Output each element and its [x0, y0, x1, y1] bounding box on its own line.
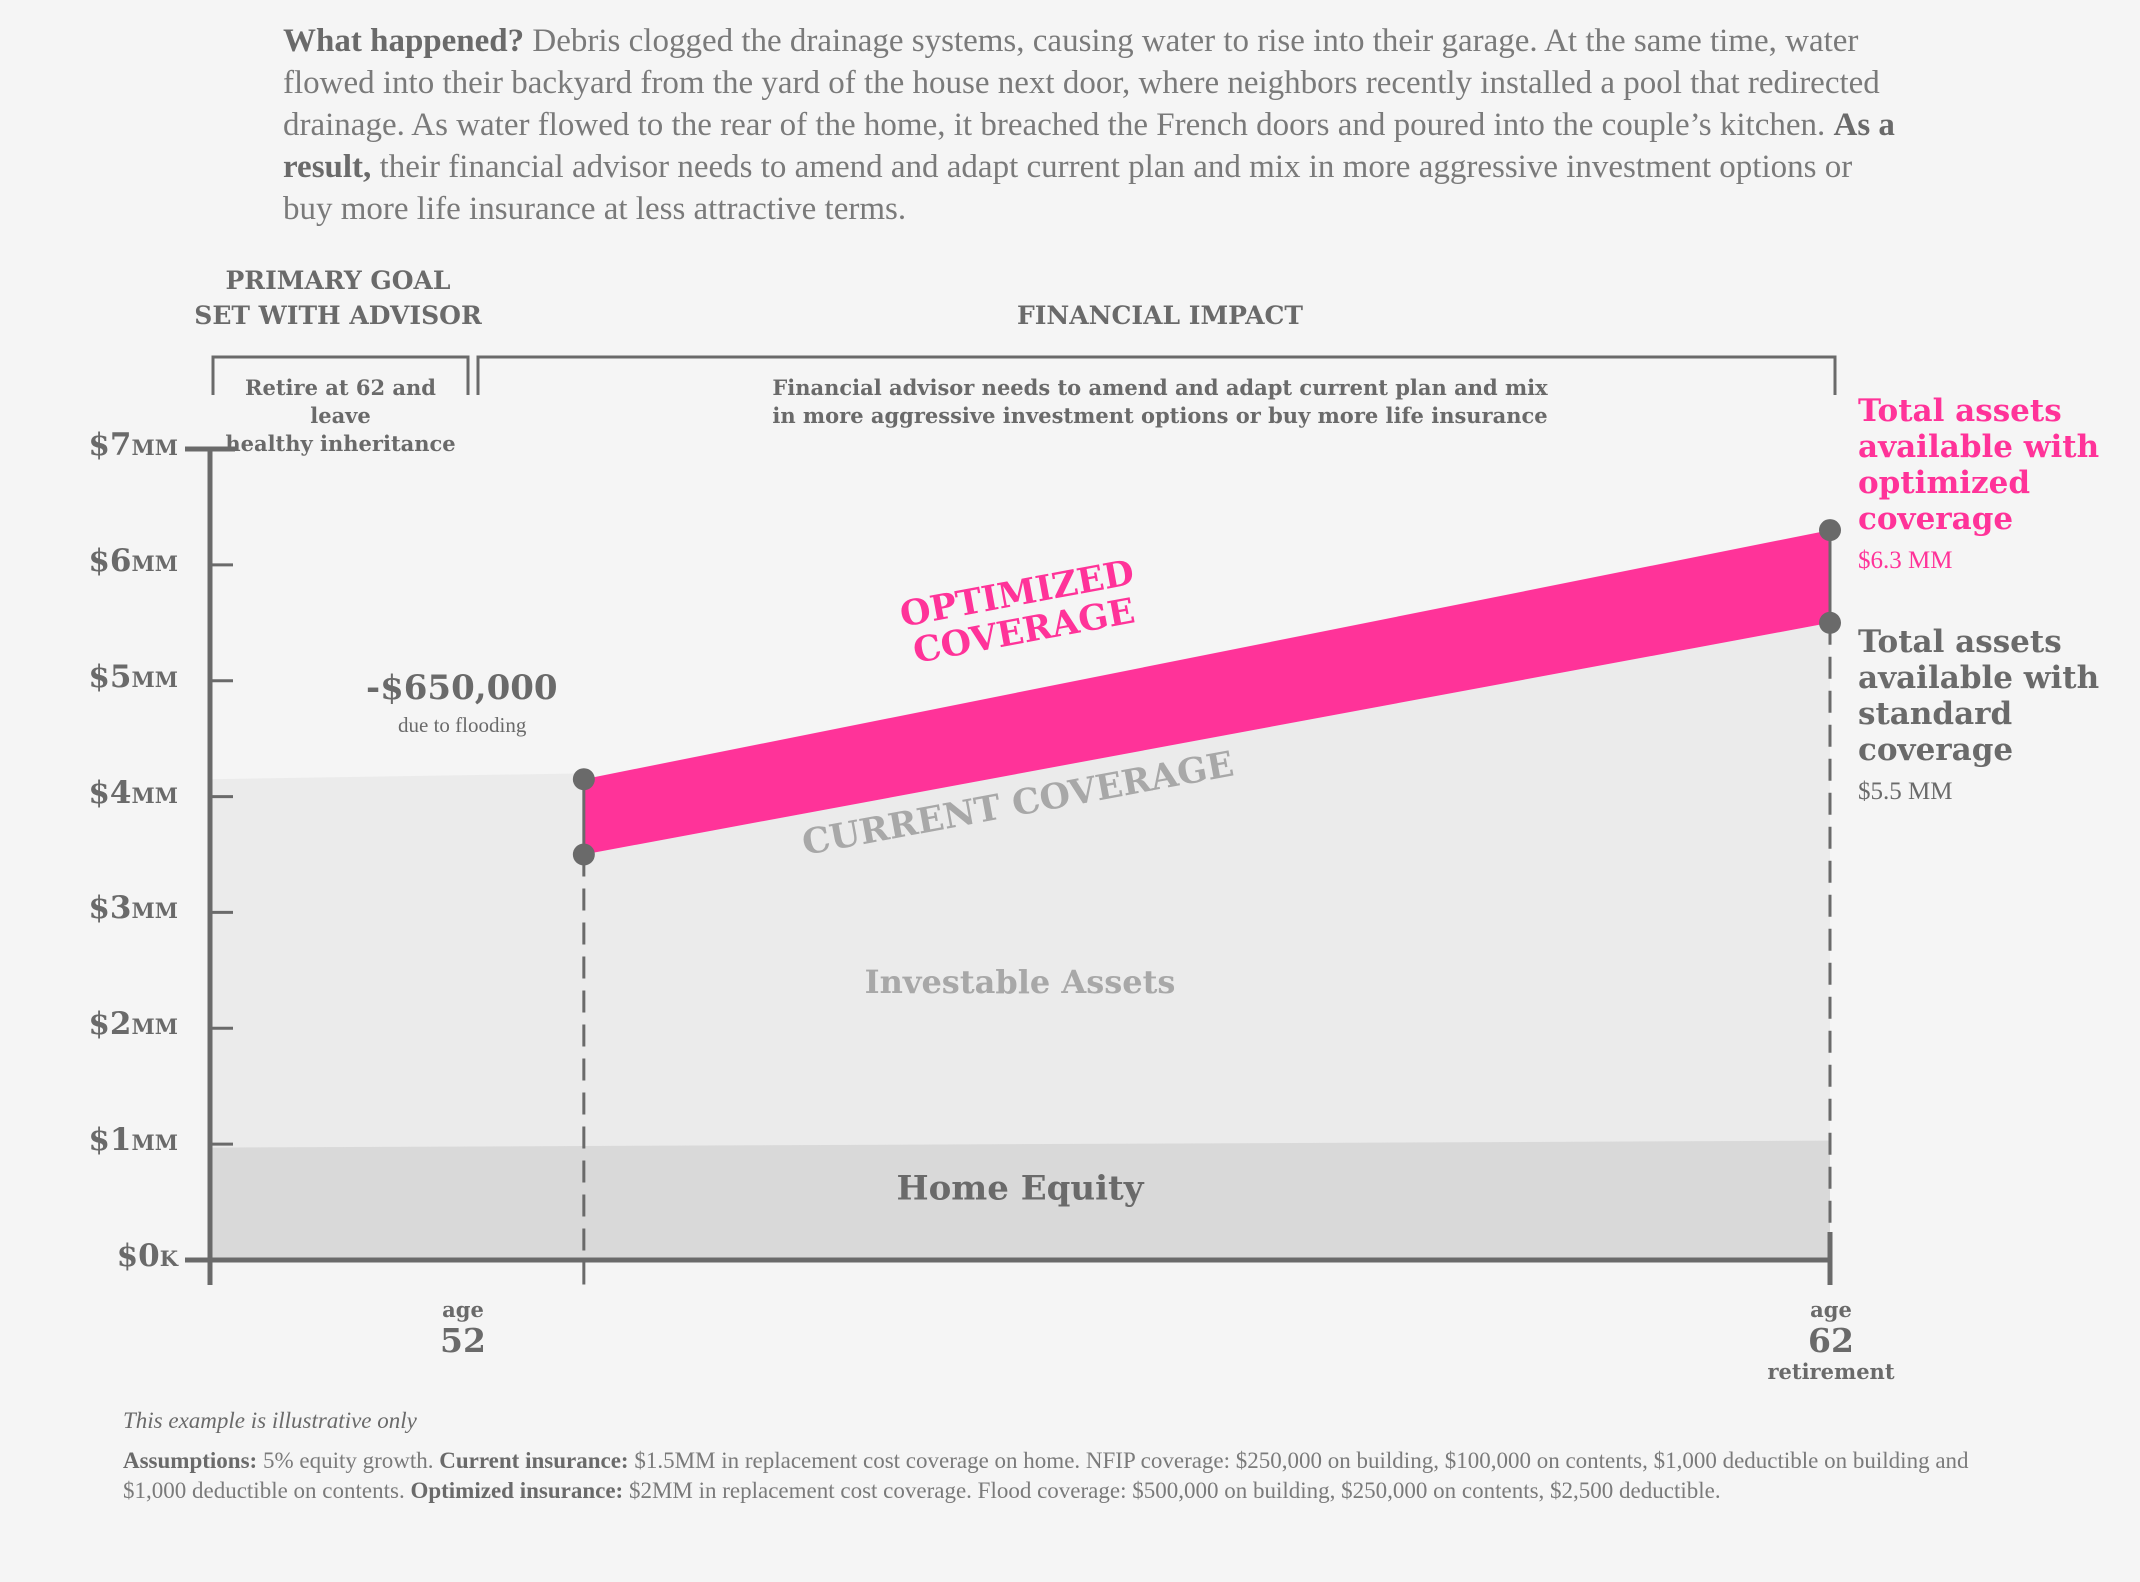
y-tick-number: $4 [88, 774, 132, 811]
y-tick-label: $6MM [48, 543, 178, 579]
investable-assets-area [210, 622, 1830, 1260]
impact-sub-line1: Financial advisor needs to amend and ada… [772, 375, 1548, 400]
y-tick-unit: MM [131, 1130, 179, 1156]
intro-paragraph: What happened? Debris clogged the draina… [283, 20, 1903, 230]
assumptions: Assumptions: 5% equity growth. Current i… [123, 1446, 2023, 1506]
home-equity-area [210, 1140, 1830, 1260]
y-tick-label: $7MM [48, 427, 178, 463]
age-label-52: age 52 [393, 1298, 533, 1360]
y-tick-label: $2MM [48, 1006, 178, 1042]
goal-bracket [211, 355, 470, 395]
intro-lead: What happened? [283, 23, 525, 59]
y-tick-number: $3 [88, 890, 132, 927]
impact-subheader: Financial advisor needs to amend and ada… [700, 374, 1620, 430]
intro-text-2: their financial advisor needs to amend a… [283, 149, 1853, 227]
flood-loss-value: -$650,000 [366, 668, 558, 708]
assumptions-text: 5% equity growth. [257, 1448, 440, 1473]
y-tick-label: $3MM [48, 890, 178, 926]
optimized-insurance-text: $2MM in replacement cost coverage. Flood… [623, 1478, 1721, 1503]
standard-end-point [1819, 611, 1841, 634]
goal-subheader: Retire at 62 and leave healthy inheritan… [213, 374, 468, 458]
y-tick-number: $2 [88, 1006, 132, 1043]
age-word-62: age [1810, 1297, 1852, 1322]
y-tick-number: $5 [88, 658, 132, 695]
goal-header: PRIMARY GOAL SET WITH ADVISOR [178, 263, 498, 333]
goal-header-line2: SET WITH ADVISOR [194, 301, 482, 330]
age-retirement-label: retirement [1767, 1359, 1895, 1384]
age-number-62: 62 [1808, 1321, 1854, 1360]
y-tick-label: $1MM [48, 1122, 178, 1158]
optimized-total-callout: Total assets available with optimized co… [1858, 393, 2128, 579]
assumptions-lead: Assumptions: [123, 1448, 258, 1473]
illustrative-note: This example is illustrative only [123, 1408, 417, 1433]
pre-flood-point [572, 768, 595, 791]
impact-bracket [476, 355, 1837, 395]
y-tick-label: $0K [48, 1238, 178, 1274]
y-tick-unit: MM [131, 898, 179, 924]
optimized-coverage-band [583, 530, 1830, 855]
goal-header-line1: PRIMARY GOAL [225, 266, 451, 295]
intro-text-1: Debris clogged the drainage systems, cau… [283, 23, 1880, 143]
investable-assets-label: Investable Assets [865, 963, 1176, 1001]
y-tick-label: $4MM [48, 775, 178, 811]
y-tick-number: $7 [88, 427, 132, 463]
y-tick-number: $1 [88, 1122, 132, 1159]
intro-result-lead: As a result, [283, 107, 1895, 185]
y-tick-label: $5MM [48, 659, 178, 695]
flood-loss-note: due to flooding [398, 713, 527, 737]
goal-sub-line1: Retire at 62 and leave [245, 375, 436, 428]
y-tick-number: $6 [88, 542, 132, 579]
goal-sub-line2: healthy inheritance [225, 431, 456, 456]
post-flood-point [572, 843, 595, 866]
age-word-52: age [442, 1297, 484, 1322]
y-tick-unit: MM [131, 550, 179, 576]
optimized-total-label: Total assets available with optimized co… [1858, 393, 2100, 537]
current-insurance-lead: Current insurance: [439, 1448, 629, 1473]
standard-total-value: $5.5 MM [1858, 778, 1953, 805]
y-tick-unit: MM [131, 782, 179, 808]
y-tick-unit: MM [131, 1014, 179, 1040]
age-label-62: age 62 retirement [1761, 1298, 1901, 1384]
current-insurance-text: $1.5MM in replacement cost coverage on h… [123, 1448, 1969, 1503]
impact-header: FINANCIAL IMPACT [1016, 301, 1304, 330]
home-equity-label: Home Equity [896, 1169, 1144, 1209]
standard-total-label: Total assets available with standard cov… [1858, 624, 2100, 768]
y-tick-unit: K [159, 1246, 178, 1271]
impact-sub-line2: in more aggressive investment options or… [772, 403, 1548, 428]
y-tick-unit: MM [131, 666, 179, 692]
optimized-end-point [1819, 519, 1841, 542]
age-number-52: 52 [440, 1321, 486, 1360]
y-tick-unit: MM [131, 435, 179, 460]
optimized-total-value: $6.3 MM [1858, 547, 1953, 574]
y-tick-number: $0 [116, 1238, 160, 1274]
optimized-insurance-lead: Optimized insurance: [410, 1478, 624, 1503]
standard-total-callout: Total assets available with standard cov… [1858, 624, 2128, 810]
